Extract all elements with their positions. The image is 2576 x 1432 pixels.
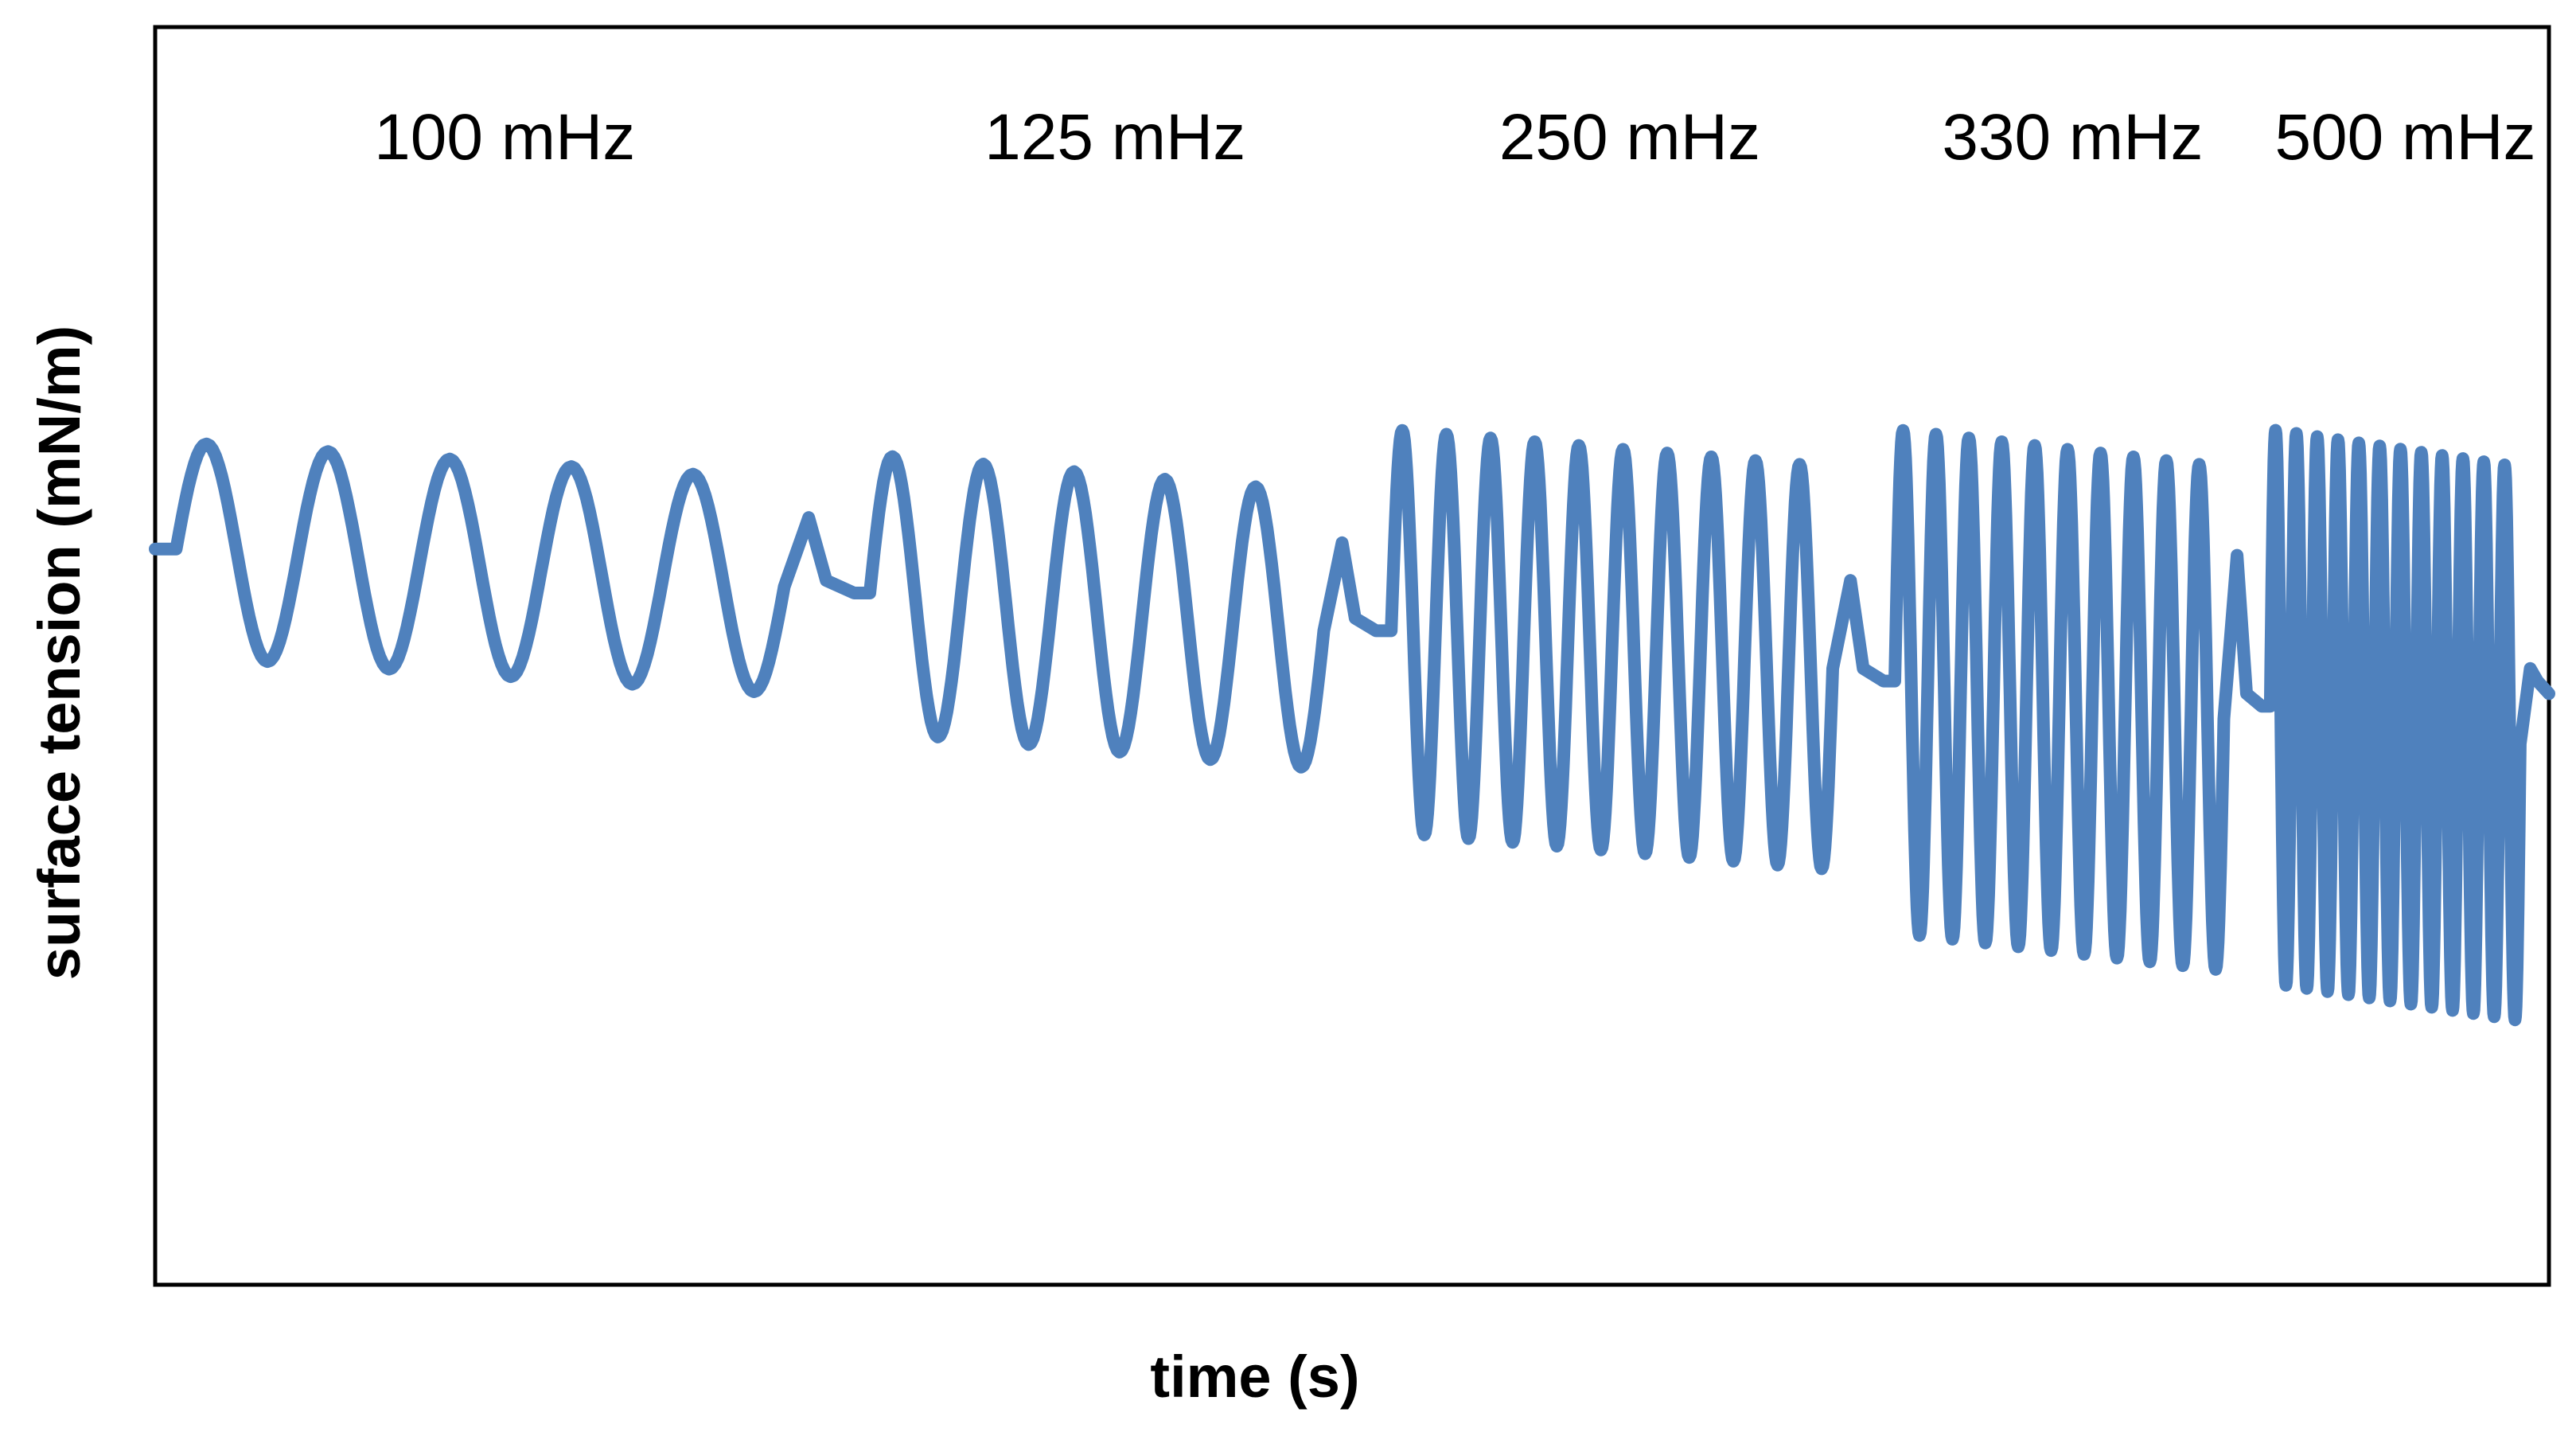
segment-label-330mhz: 330 mHz (1942, 101, 2203, 174)
surface-tension-series-line (149, 423, 2555, 1027)
y-axis-label: surface tension (mN/m) (26, 326, 92, 980)
plot-area-frame (153, 25, 2551, 1287)
x-axis-label: time (s) (1150, 1344, 1359, 1410)
segment-labels: 100 mHz 125 mHz 250 mHz 330 mHz 500 mHz (374, 101, 2535, 174)
segment-label-250mhz: 250 mHz (1499, 101, 1760, 174)
segment-label-125mhz: 125 mHz (984, 101, 1245, 174)
segment-label-100mhz: 100 mHz (374, 101, 635, 174)
segment-label-500mhz: 500 mHz (2274, 101, 2535, 174)
